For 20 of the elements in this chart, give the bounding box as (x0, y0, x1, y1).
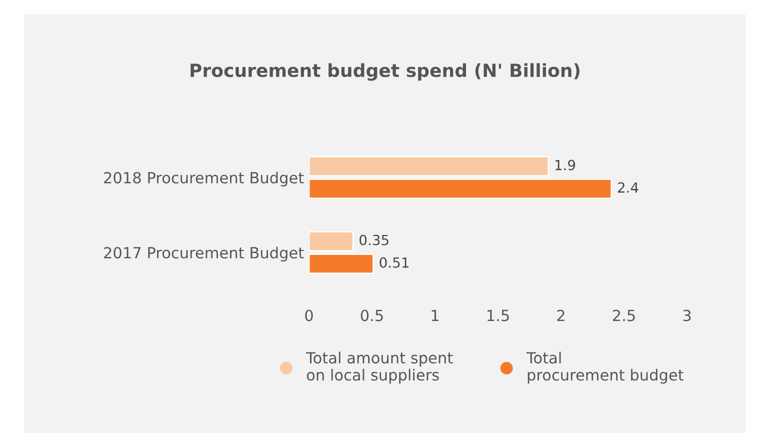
x-tick-label: 1.5 (488, 310, 509, 322)
x-tick-label: 0 (305, 310, 313, 322)
x-tick-label: 2.5 (612, 310, 635, 322)
x-tick-label: 1 (432, 310, 438, 322)
data-label: 2.4 (618, 182, 638, 193)
bar (309, 156, 550, 177)
y-tick-label: 2018 Procurement Budget (104, 172, 304, 186)
y-tick-label: 2017 Procurement Budget (104, 246, 304, 262)
bar (309, 253, 374, 274)
data-label: 0.51 (380, 257, 408, 268)
chart-title: Procurement budget spend (N' Billion) (190, 63, 580, 81)
x-tick-label: 2 (557, 310, 564, 322)
legend-label: Total amount spent on local suppliers (306, 352, 453, 384)
x-tick-label: 3 (683, 310, 691, 322)
data-label: 1.9 (555, 160, 576, 170)
x-tick-label: 0.5 (360, 310, 383, 322)
data-label: 0.35 (360, 234, 388, 246)
bar (309, 230, 354, 252)
legend-label: Total procurement budget (526, 352, 684, 384)
bar (309, 178, 612, 200)
